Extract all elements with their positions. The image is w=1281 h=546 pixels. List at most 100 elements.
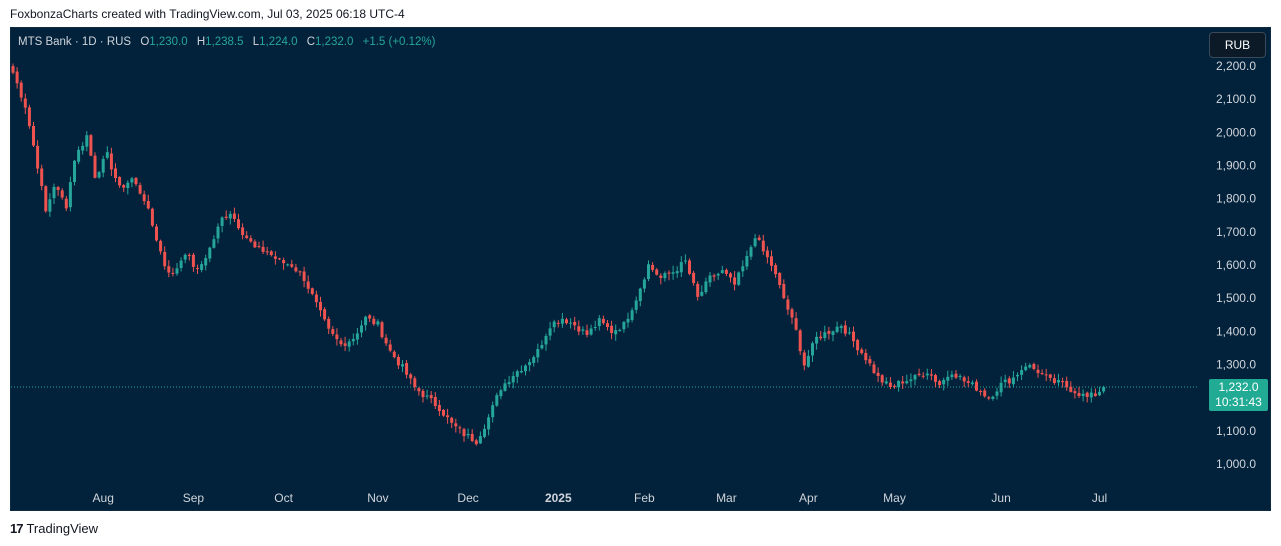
candle-body xyxy=(601,318,605,324)
candle-body xyxy=(1077,393,1081,396)
low-value: 1,224.0 xyxy=(259,36,298,48)
candle-body xyxy=(331,329,335,334)
candle-body xyxy=(409,374,413,379)
candle-body xyxy=(987,397,991,399)
candle-body xyxy=(901,381,905,384)
candle-body xyxy=(446,415,450,418)
y-tick-label: 1,700.0 xyxy=(1216,225,1256,239)
candle-body xyxy=(1052,378,1056,384)
close-value: 1,232.0 xyxy=(315,36,354,48)
candle-body xyxy=(351,339,355,342)
candle-body xyxy=(11,66,15,73)
candle-body xyxy=(224,216,228,218)
candle-body xyxy=(1061,381,1065,383)
candle-body xyxy=(745,255,749,267)
candle-body xyxy=(85,135,89,147)
candle-body xyxy=(556,322,560,324)
candle-body xyxy=(597,318,601,327)
candle-body xyxy=(802,352,806,366)
candle-body xyxy=(282,260,286,264)
candle-body xyxy=(950,374,954,378)
currency-button[interactable]: RUB xyxy=(1209,32,1266,58)
candle-body xyxy=(815,336,819,344)
candle-body xyxy=(56,187,60,190)
candle-body xyxy=(782,283,786,299)
price-chart[interactable]: 2,200.0 2,100.0 2,000.0 1,900.0 1,800.0 1,700… xyxy=(11,28,1270,510)
candle-body xyxy=(1069,386,1073,392)
candle-body xyxy=(52,186,56,199)
candle-body xyxy=(540,345,544,349)
footer: 17 TradingView xyxy=(10,520,98,536)
candle-body xyxy=(1032,364,1036,369)
candle-body xyxy=(962,377,966,382)
candle-body xyxy=(1016,374,1019,377)
candle-body xyxy=(97,172,101,178)
candle-body xyxy=(655,269,659,275)
candle-body xyxy=(839,326,843,328)
candle-body xyxy=(27,107,31,127)
candle-body xyxy=(536,349,540,358)
candle-body xyxy=(503,383,507,391)
candle-body xyxy=(1098,391,1101,396)
candle-body xyxy=(392,351,396,358)
candle-body xyxy=(729,273,732,278)
candle-body xyxy=(671,272,675,274)
candle-body xyxy=(245,235,249,239)
y-tick-label: 1,400.0 xyxy=(1216,324,1256,338)
candle-body xyxy=(1065,380,1069,388)
candle-body xyxy=(827,331,831,334)
candle-body xyxy=(688,260,691,274)
y-tick-label: 1,500.0 xyxy=(1216,291,1256,305)
candle-body xyxy=(216,226,220,239)
change-value: +1.5 (+0.12%) xyxy=(362,36,436,48)
candle-body xyxy=(835,326,839,332)
last-price-value: 1,232.0 xyxy=(1218,380,1259,394)
candle-body xyxy=(413,378,417,388)
chart-panel[interactable]: 2,200.0 2,100.0 2,000.0 1,900.0 1,800.0 1,700… xyxy=(10,27,1271,511)
candle-body xyxy=(105,152,109,158)
candle-body xyxy=(487,417,491,430)
x-tick-label: 2025 xyxy=(545,491,572,505)
candle-body xyxy=(89,135,93,156)
candle-body xyxy=(458,427,462,429)
candle-body xyxy=(249,238,253,242)
x-tick-label: Dec xyxy=(457,491,478,505)
candle-body xyxy=(491,405,495,418)
brand-label[interactable]: TradingView xyxy=(26,520,99,536)
candle-body xyxy=(40,168,44,186)
candle-body xyxy=(429,395,433,399)
candle-body xyxy=(761,240,765,252)
candle-body xyxy=(200,264,204,270)
candle-body xyxy=(327,318,331,329)
x-tick-label: Nov xyxy=(367,491,388,505)
candle-body xyxy=(64,198,68,209)
candle-body xyxy=(380,322,384,338)
open-value: 1,230.0 xyxy=(149,36,188,48)
candle-body xyxy=(1036,369,1040,374)
candle-body xyxy=(126,182,130,189)
candle-body xyxy=(101,158,105,173)
candle-body xyxy=(1044,374,1048,376)
candle-body xyxy=(683,260,687,262)
tradingview-logo-icon[interactable]: 17 xyxy=(10,520,24,536)
y-tick-label: 1,300.0 xyxy=(1216,358,1256,372)
candle-body xyxy=(433,397,437,407)
candle-body xyxy=(257,246,261,248)
candle-body xyxy=(483,428,486,437)
candle-body xyxy=(888,382,892,387)
symbol-label[interactable]: MTS Bank · 1D · RUS xyxy=(18,36,132,48)
candle-body xyxy=(167,266,171,273)
candle-body xyxy=(1073,391,1077,394)
x-tick-label: Apr xyxy=(799,491,818,505)
candle-body xyxy=(519,370,523,373)
candle-body xyxy=(868,359,872,364)
candle-body xyxy=(204,258,208,266)
candle-body xyxy=(462,429,466,437)
candle-body xyxy=(663,273,667,279)
close-key: C xyxy=(306,36,316,48)
candle-body xyxy=(122,185,126,188)
candle-body xyxy=(171,272,175,274)
candle-body xyxy=(478,436,482,444)
candle-body xyxy=(864,352,868,361)
candle-body xyxy=(1089,392,1093,398)
